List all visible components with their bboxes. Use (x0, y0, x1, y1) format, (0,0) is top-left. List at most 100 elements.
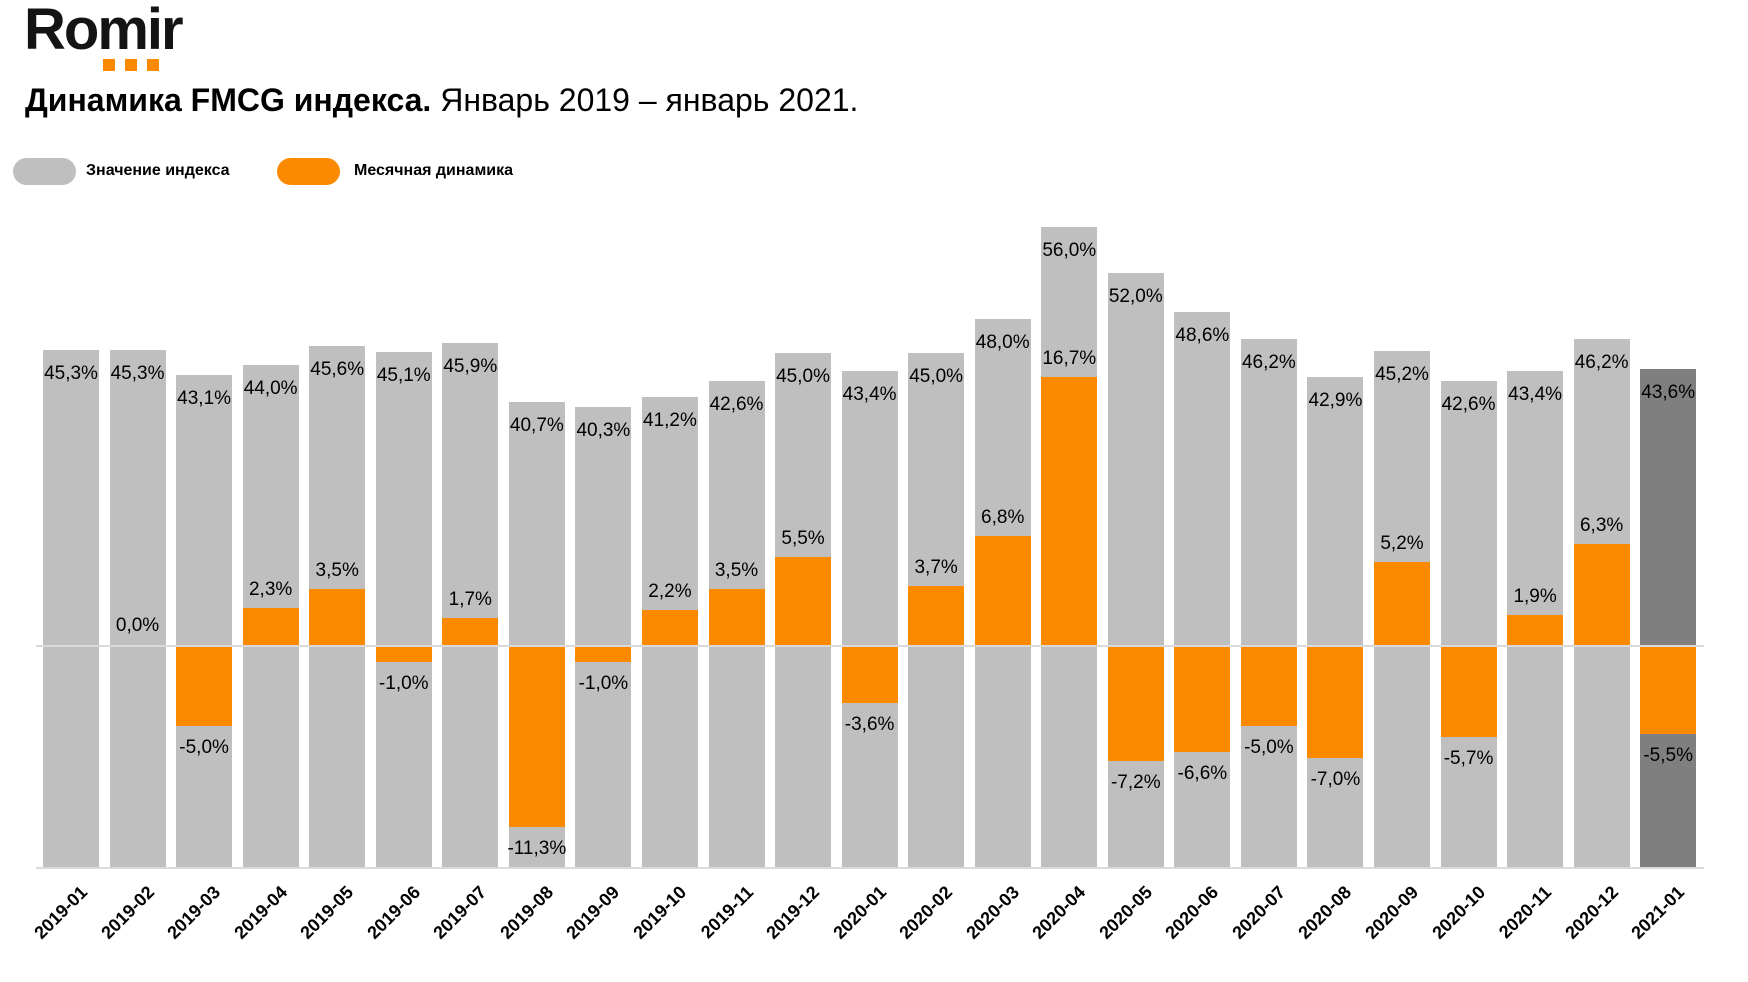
dynamic-value-label: -5,0% (1244, 737, 1294, 758)
dynamic-bar (708, 589, 765, 646)
dynamic-value-label: -7,2% (1110, 772, 1161, 794)
index-value-label: 45,0% (909, 366, 964, 388)
dynamic-value-label: -5,7% (1443, 748, 1494, 770)
index-bar (1107, 273, 1164, 868)
dynamic-bar (1240, 645, 1297, 726)
romir-logo-dots-icon (103, 59, 159, 71)
dynamic-bar (1307, 645, 1364, 759)
dynamic-value-label: -5,5% (1643, 745, 1693, 767)
legend-label-index: Значение индекса (86, 162, 230, 179)
index-value-label: 45,9% (443, 355, 498, 377)
index-value-label: 46,2% (1241, 352, 1296, 374)
page-title-main: Динамика FMCG индекса. (25, 82, 432, 118)
dynamic-bar (1374, 561, 1430, 646)
page-title-period: Январь 2019 – январь 2021. (440, 82, 859, 118)
dynamic-bar (974, 536, 1031, 646)
legend-label-dynamic: Месячная динамика (354, 162, 514, 179)
index-bar (1174, 312, 1231, 868)
index-value-label: 43,4% (842, 384, 897, 406)
dynamic-value-label: -11,3% (507, 838, 567, 860)
baseline (36, 866, 1704, 869)
index-series-swatch (13, 157, 76, 185)
index-value-label: 45,0% (776, 366, 830, 388)
dynamic-value-label: 6,8% (981, 507, 1025, 529)
index-bar (176, 374, 233, 868)
dynamic-value-label: -1,0% (578, 672, 629, 694)
dynamic-value-label: 3,5% (315, 560, 359, 582)
dynamic-bar (775, 556, 832, 646)
dynamic-bar (1174, 645, 1231, 752)
index-value-label: 40,7% (509, 415, 564, 437)
logo-dot-icon (103, 59, 115, 71)
dynamic-bar (442, 618, 499, 646)
dynamic-series-swatch (277, 157, 340, 185)
index-value-label: 45,2% (1375, 363, 1429, 385)
dynamic-value-label: 2,2% (648, 581, 692, 603)
index-value-label: 42,9% (1308, 390, 1363, 412)
index-value-label: 45,1% (376, 365, 431, 386)
dynamic-value-label: -5,0% (179, 737, 229, 758)
index-value-label: 43,4% (1508, 384, 1563, 406)
logo-dot-icon (147, 59, 159, 71)
romir-logo: Romir (24, 0, 184, 71)
dynamic-value-label: 1,7% (448, 589, 492, 611)
index-bar (442, 342, 499, 868)
dynamic-bar (641, 610, 698, 646)
page-title: Динамика FMCG индекса. Январь 2019 – янв… (25, 82, 858, 119)
index-value-label: 45,3% (110, 362, 165, 384)
dynamic-bar (176, 645, 233, 726)
index-bar (1307, 377, 1364, 868)
index-bar (109, 349, 166, 868)
dynamic-value-label: 3,5% (714, 560, 759, 582)
index-value-label: 52,0% (1108, 286, 1163, 308)
zero-line (36, 644, 1704, 647)
dynamic-bar (841, 645, 898, 704)
dynamic-bar (1640, 645, 1697, 735)
dynamic-bar (1507, 614, 1564, 646)
dynamic-bar (508, 645, 565, 828)
dynamic-bar (375, 645, 432, 662)
dynamic-value-label: 16,7% (1042, 347, 1097, 369)
romir-logo-text: Romir (24, 0, 184, 62)
index-bar (1640, 369, 1697, 868)
dynamic-value-label: -3,6% (844, 714, 895, 736)
dynamic-bar (242, 608, 299, 646)
index-value-label: 43,1% (177, 387, 232, 409)
index-value-label: 48,0% (975, 331, 1030, 353)
dynamic-value-label: 3,7% (914, 556, 958, 578)
dynamic-bar (1107, 645, 1164, 762)
dynamic-value-label: -1,0% (378, 672, 429, 694)
index-bar (375, 352, 432, 868)
index-value-label: 45,3% (44, 362, 98, 384)
index-value-label: 56,0% (1042, 240, 1097, 262)
dynamic-bar (1573, 544, 1630, 646)
dynamic-value-label: -6,6% (1177, 762, 1228, 784)
index-bar (575, 406, 632, 868)
index-value-label: 44,0% (243, 377, 298, 399)
index-bar (841, 371, 898, 868)
index-bar (1440, 380, 1497, 868)
dynamic-value-label: 6,3% (1579, 515, 1624, 537)
index-value-label: 42,6% (709, 393, 764, 415)
dynamic-value-label: -7,0% (1310, 769, 1361, 791)
dynamic-value-label: 0,0% (115, 614, 160, 636)
dynamic-value-label: 2,3% (248, 579, 293, 601)
index-value-label: 41,2% (643, 409, 697, 431)
dynamic-value-label: 5,5% (781, 527, 825, 549)
legend-item-index: Значение индекса (13, 156, 230, 186)
index-bar (43, 349, 99, 868)
index-value-label: 42,6% (1441, 393, 1496, 415)
dynamic-bar (908, 585, 965, 646)
dynamic-bar (1440, 645, 1497, 738)
index-value-label: 40,3% (576, 419, 631, 441)
logo-dot-icon (125, 59, 137, 71)
index-value-label: 46,2% (1574, 352, 1629, 374)
legend-item-dynamic: Месячная динамика (277, 156, 513, 186)
dynamic-bar (309, 589, 366, 646)
index-value-label: 48,6% (1175, 325, 1230, 346)
index-value-label: 43,6% (1641, 382, 1696, 404)
dynamic-value-label: 5,2% (1380, 532, 1424, 554)
dynamic-value-label: 1,9% (1513, 585, 1557, 607)
bar-chart: 45,3% 2019-01 45,3% 0,0% 2019-02 43,1% -5,0% 20… (30, 227, 1704, 943)
index-bar (1240, 339, 1297, 868)
